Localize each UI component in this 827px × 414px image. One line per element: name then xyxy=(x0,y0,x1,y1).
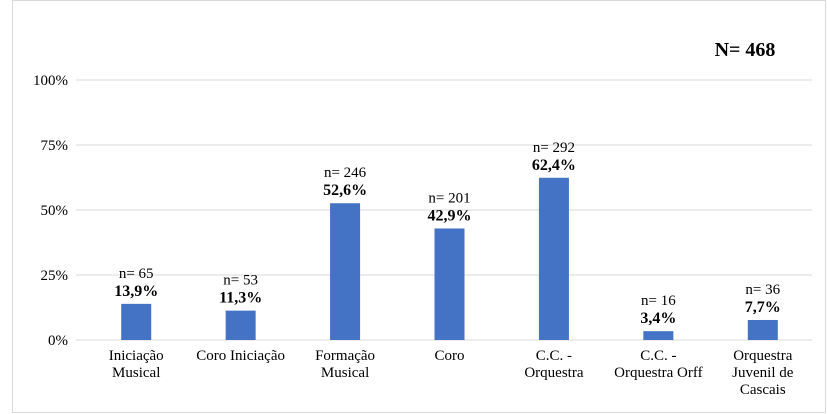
count-label: n= 36 xyxy=(745,282,780,298)
y-tick-label: 100% xyxy=(33,73,68,89)
value-label: 52,6% xyxy=(323,182,367,199)
chart-border xyxy=(12,0,826,413)
x-tick-label: Coro xyxy=(435,348,465,364)
y-tick-label: 25% xyxy=(41,268,69,284)
y-tick-label: 0% xyxy=(48,333,68,349)
bar xyxy=(121,303,152,340)
count-label: n= 53 xyxy=(223,273,258,289)
value-label: 42,9% xyxy=(428,207,472,224)
value-label: 3,4% xyxy=(640,310,676,327)
y-tick-label: 50% xyxy=(41,203,69,219)
count-label: n= 246 xyxy=(324,165,367,181)
value-label: 13,9% xyxy=(114,283,158,300)
bar xyxy=(538,177,569,340)
bar xyxy=(330,203,361,340)
x-tick-label: Formação Musical xyxy=(315,348,375,381)
count-label: n= 65 xyxy=(119,266,154,282)
x-tick-label: Iniciação Musical xyxy=(109,348,164,381)
x-tick-label: Orquestra Juvenil de Cascais xyxy=(732,348,794,398)
y-tick-label: 75% xyxy=(41,138,69,154)
bar xyxy=(643,331,674,340)
value-label: 7,7% xyxy=(745,299,781,316)
x-tick-label: C.C. -Orquestra xyxy=(524,348,583,381)
bar xyxy=(747,319,778,340)
count-label: n= 292 xyxy=(533,140,575,156)
bar xyxy=(434,228,465,340)
bar xyxy=(225,310,256,340)
value-label: 11,3% xyxy=(219,290,262,307)
count-label: n= 16 xyxy=(641,293,676,309)
total-annotation: N= 468 xyxy=(715,39,776,61)
value-label: 62,4% xyxy=(532,157,576,174)
x-tick-label: Coro Iniciação xyxy=(196,348,285,364)
count-label: n= 201 xyxy=(428,190,470,206)
x-tick-label: C.C. -Orquestra Orff xyxy=(614,348,702,381)
